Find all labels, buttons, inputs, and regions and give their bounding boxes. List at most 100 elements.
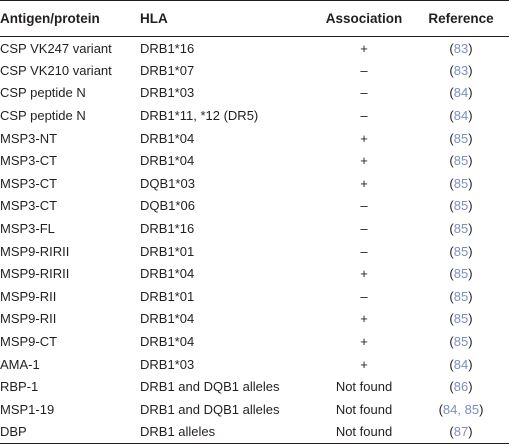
cell-reference: (85) — [449, 198, 473, 214]
cell-reference: (85) — [449, 221, 473, 237]
cell-reference: (84, 85) — [438, 401, 484, 417]
reference-link[interactable]: 85 — [453, 153, 469, 169]
cell-antigen: CSP peptide N — [0, 85, 86, 101]
cell-reference: (84) — [449, 85, 473, 101]
header-association: Association — [315, 0, 413, 37]
cell-association: – — [360, 62, 368, 78]
reference-link[interactable]: 84 — [453, 356, 469, 372]
cell-hla: DRB1*07 — [140, 62, 195, 78]
reference-link[interactable]: 85 — [453, 221, 469, 237]
table-row: MSP3-FL DRB1*16 – (85) — [0, 217, 509, 240]
cell-hla: DQB1*03 — [140, 175, 195, 191]
reference-link[interactable]: 84 — [453, 108, 469, 124]
reference-link[interactable]: 85 — [453, 243, 469, 259]
cell-reference: (85) — [449, 266, 473, 282]
cell-reference: (84) — [449, 108, 473, 124]
reference-link[interactable]: 84 — [453, 85, 469, 101]
cell-association: – — [360, 243, 368, 259]
header-hla: HLA — [140, 0, 315, 37]
reference-link[interactable]: 85 — [453, 334, 469, 350]
cell-antigen: MSP9-RII — [0, 311, 57, 327]
table-row: CSP peptide N DRB1*11, *12 (DR5) – (84) — [0, 104, 509, 127]
cell-association: + — [360, 153, 368, 169]
reference-link[interactable]: 86 — [453, 379, 469, 395]
table-row: MSP3-CT DQB1*06 – (85) — [0, 195, 509, 218]
cell-hla: DRB1*04 — [140, 153, 195, 169]
table-header: Antigen/protein HLA Association Referenc… — [0, 0, 509, 37]
cell-reference: (85) — [449, 243, 473, 259]
cell-hla: DRB1*11, *12 (DR5) — [140, 108, 259, 124]
cell-antigen: MSP3-CT — [0, 198, 58, 214]
table-row: CSP VK210 variant DRB1*07 – (83) — [0, 59, 509, 82]
cell-antigen: MSP3-CT — [0, 175, 58, 191]
cell-association: + — [360, 311, 368, 327]
cell-reference: (84) — [449, 356, 473, 372]
cell-association: Not found — [335, 401, 393, 417]
table-row: AMA-1 DRB1*03 + (84) — [0, 353, 509, 376]
reference-link[interactable]: 85 — [453, 266, 469, 282]
cell-hla: DRB1*16 — [140, 40, 195, 56]
cell-antigen: DBP — [0, 420, 140, 444]
cell-antigen: MSP3-NT — [0, 130, 58, 146]
header-row: Antigen/protein HLA Association Referenc… — [0, 0, 509, 37]
cell-reference: (87) — [413, 420, 509, 444]
table-row: DBP DRB1 alleles Not found (87) — [0, 420, 509, 444]
table-row: CSP peptide N DRB1*03 – (84) — [0, 82, 509, 105]
reference-link[interactable]: 85 — [453, 130, 469, 146]
cell-hla: DRB1*01 — [140, 288, 195, 304]
cell-reference: (85) — [449, 130, 473, 146]
table-row: MSP9-RII DRB1*04 + (85) — [0, 308, 509, 331]
table-row: RBP-1 DRB1 and DQB1 alleles Not found (86) — [0, 375, 509, 398]
cell-hla: DRB1*16 — [140, 221, 195, 237]
cell-antigen: MSP3-CT — [0, 153, 58, 169]
reference-link[interactable]: 83 — [453, 40, 469, 56]
table-row: MSP9-CT DRB1*04 + (85) — [0, 330, 509, 353]
cell-association: + — [360, 266, 368, 282]
cell-reference: (86) — [449, 379, 473, 395]
cell-reference: (83) — [449, 40, 473, 56]
cell-association: Not found — [335, 379, 393, 395]
cell-hla: DRB1*03 — [140, 356, 195, 372]
cell-antigen: MSP9-CT — [0, 334, 58, 350]
cell-hla: DRB1*04 — [140, 130, 195, 146]
cell-hla: DRB1*04 — [140, 266, 195, 282]
cell-hla: DRB1*04 — [140, 311, 195, 327]
reference-link[interactable]: 84, 85 — [442, 401, 480, 417]
table-body: CSP VK247 variant DRB1*16 + (83) CSP VK210 v… — [0, 37, 509, 444]
cell-hla: DRB1 and DQB1 alleles — [140, 379, 280, 395]
cell-association: + — [360, 175, 368, 191]
cell-association: + — [360, 130, 368, 146]
cell-reference: (85) — [449, 311, 473, 327]
reference-link[interactable]: 83 — [453, 62, 469, 78]
cell-association: – — [360, 221, 368, 237]
cell-antigen: MSP1-19 — [0, 401, 55, 417]
reference-link[interactable]: 85 — [453, 175, 469, 191]
cell-hla: DRB1*03 — [140, 85, 195, 101]
cell-hla: DRB1 and DQB1 alleles — [140, 401, 280, 417]
reference-link[interactable]: 87 — [453, 424, 469, 440]
cell-hla: DRB1*01 — [140, 243, 195, 259]
cell-association: + — [360, 356, 368, 372]
cell-association: – — [360, 85, 368, 101]
cell-association: Not found — [315, 420, 413, 444]
table-row: MSP1-19 DRB1 and DQB1 alleles Not found (84… — [0, 398, 509, 421]
cell-antigen: CSP peptide N — [0, 108, 86, 124]
table-row: MSP9-RIRII DRB1*04 + (85) — [0, 262, 509, 285]
cell-antigen: MSP3-FL — [0, 221, 55, 237]
reference-link[interactable]: 85 — [453, 311, 469, 327]
table-row: MSP3-CT DQB1*03 + (85) — [0, 172, 509, 195]
cell-association: – — [360, 198, 368, 214]
cell-antigen: MSP9-RII — [0, 288, 57, 304]
table-row: MSP9-RII DRB1*01 – (85) — [0, 285, 509, 308]
cell-hla: DRB1*04 — [140, 334, 195, 350]
reference-link[interactable]: 85 — [453, 288, 469, 304]
cell-antigen: RBP-1 — [0, 379, 39, 395]
reference-link[interactable]: 85 — [453, 198, 469, 214]
cell-antigen: CSP VK210 variant — [0, 62, 112, 78]
cell-hla: DQB1*06 — [140, 198, 195, 214]
cell-reference: (85) — [449, 175, 473, 191]
cell-hla: DRB1 alleles — [140, 420, 315, 444]
cell-antigen: MSP9-RIRII — [0, 266, 70, 282]
cell-reference: (83) — [449, 62, 473, 78]
